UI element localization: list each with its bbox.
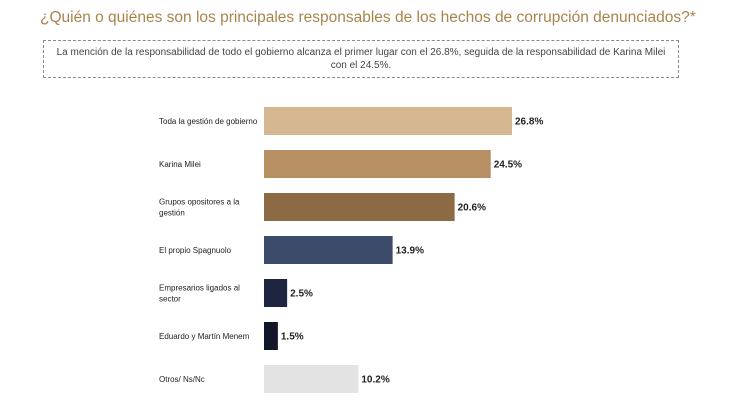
- category-label-3: El propio Spagnuolo: [159, 246, 232, 255]
- value-label-2: 20.6%: [458, 203, 486, 214]
- bar-5: [264, 322, 278, 350]
- chart-title: ¿Quién o quiénes son los principales res…: [40, 9, 696, 26]
- value-label-4: 2.5%: [290, 289, 313, 300]
- chart-subtitle: La mención de la responsabilidad de todo…: [43, 40, 679, 78]
- category-label-1: Karina Milei: [159, 160, 201, 169]
- bar-1: [264, 150, 491, 178]
- category-label-0: Toda la gestión de gobierno: [159, 117, 258, 126]
- category-label-5: Eduardo y Martín Menem: [159, 332, 250, 341]
- bar-0: [264, 107, 512, 135]
- bar-6: [264, 365, 359, 393]
- category-label-2: Grupos opositores a la gestión: [159, 198, 240, 218]
- bar-4: [264, 279, 288, 307]
- value-label-6: 10.2%: [361, 375, 389, 386]
- bar-2: [264, 193, 455, 221]
- value-label-3: 13.9%: [396, 246, 424, 257]
- category-label-6: Otros/ Ns/Nc: [159, 375, 205, 384]
- value-label-5: 1.5%: [281, 332, 304, 343]
- value-label-1: 24.5%: [494, 160, 522, 171]
- value-label-0: 26.8%: [515, 117, 543, 128]
- category-label-4: Empresarios ligados al sector: [159, 284, 240, 304]
- bar-3: [264, 236, 393, 264]
